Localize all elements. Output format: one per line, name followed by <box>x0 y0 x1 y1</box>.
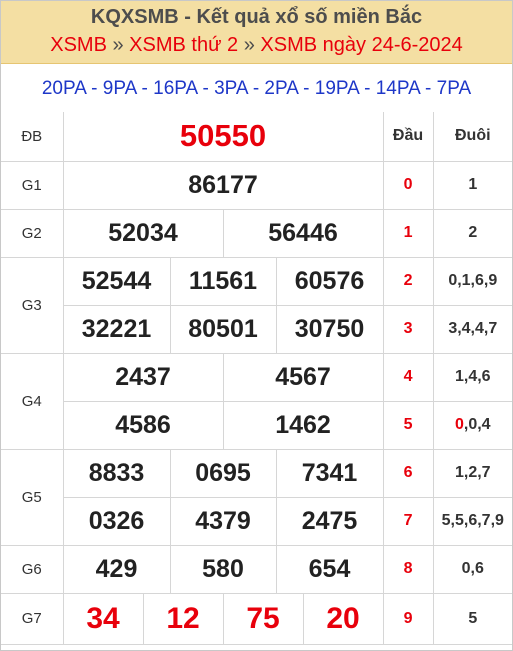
prize-number: 60576 <box>275 256 384 306</box>
prize-number: 32221 <box>63 304 171 354</box>
dau-header: Đầu <box>382 112 434 162</box>
table-row: G7 34 12 75 20 9 5 <box>1 592 512 645</box>
duoi-value: 5 <box>432 592 512 645</box>
code: 9PA <box>102 78 137 99</box>
result-header: KQXSMB - Kết quả xổ số miền Bắc XSMB » X… <box>1 1 512 63</box>
prize-number: 8833 <box>62 448 171 498</box>
table-row: G2 52034 56446 1 2 <box>1 208 512 258</box>
code: 14PA <box>375 78 420 99</box>
duoi-value: 3,4,4,7 <box>432 304 512 354</box>
prize-number-g7: 34 <box>62 592 144 645</box>
code: 7PA <box>436 78 472 99</box>
duoi-highlight: 0 <box>454 416 464 433</box>
duoi-value: 5,5,6,7,9 <box>432 496 512 546</box>
dau-value: 5 <box>382 400 434 450</box>
duoi-value: 0,1,6,9 <box>432 256 512 306</box>
duoi-value: 1,4,6 <box>432 352 512 402</box>
prize-label: G2 <box>1 208 64 258</box>
duoi-value: 1 <box>432 160 512 210</box>
prize-number: 86177 <box>62 160 384 210</box>
breadcrumb-link-date[interactable]: XSMB ngày 24-6-2024 <box>260 34 463 56</box>
dau-value: 0 <box>382 160 434 210</box>
prize-number: 654 <box>275 544 384 594</box>
prize-label: G4 <box>1 352 64 450</box>
prize-number: 4586 <box>63 400 224 450</box>
prize-label: G3 <box>1 256 64 354</box>
prize-number: 4567 <box>222 352 384 402</box>
prize-number: 1462 <box>222 400 384 450</box>
prize-number-g7: 75 <box>222 592 304 645</box>
prize-label: G5 <box>1 448 64 546</box>
dau-value: 8 <box>382 544 434 594</box>
code-separator: - <box>141 78 154 99</box>
prize-number: 429 <box>62 544 171 594</box>
code-separator: - <box>91 78 103 99</box>
code: 16PA <box>153 78 198 99</box>
dau-value: 9 <box>382 592 434 645</box>
duoi-value: 1,2,7 <box>432 448 512 498</box>
special-prize-number: 50550 <box>62 112 384 162</box>
prize-label: ĐB <box>1 112 64 162</box>
prize-number-g7: 12 <box>142 592 224 645</box>
prize-number: 52544 <box>62 256 171 306</box>
breadcrumb-separator: » <box>243 34 261 56</box>
dau-value: 7 <box>382 496 434 546</box>
prize-label: G1 <box>1 160 64 210</box>
prize-number: 2475 <box>275 496 384 546</box>
table-row: 0326 4379 2475 7 5,5,6,7,9 <box>1 496 512 546</box>
duoi-value: 2 <box>432 208 512 258</box>
prize-number-g7: 20 <box>302 592 384 645</box>
breadcrumb-separator: » <box>112 34 130 56</box>
duoi-header: Đuôi <box>432 112 512 162</box>
prize-number: 0326 <box>63 496 171 546</box>
duoi-value: 0,0,4 <box>432 400 512 450</box>
code-separator: - <box>425 78 437 99</box>
prize-number: 580 <box>169 544 277 594</box>
prize-number: 56446 <box>222 208 384 258</box>
dau-value: 1 <box>382 208 434 258</box>
prize-number: 52034 <box>62 208 224 258</box>
duoi-rest: ,0,4 <box>463 416 491 433</box>
table-row: ĐB 50550 Đầu Đuôi <box>1 112 512 162</box>
code-separator: - <box>252 78 265 99</box>
special-codes-row: 20PA - 9PA - 16PA - 3PA - 2PA - 19PA - 1… <box>1 63 512 113</box>
duoi-value: 0,6 <box>432 544 512 594</box>
prize-number: 30750 <box>275 304 384 354</box>
code: 2PA <box>264 78 298 99</box>
prize-label: G7 <box>1 592 64 645</box>
table-row: 32221 80501 30750 3 3,4,4,7 <box>1 304 512 354</box>
dau-value: 6 <box>382 448 434 498</box>
prize-number: 2437 <box>62 352 224 402</box>
code: 19PA <box>314 78 359 99</box>
breadcrumb-link-weekday[interactable]: XSMB thứ 2 <box>129 34 239 56</box>
table-row: G4 2437 4567 4 1,4,6 <box>1 352 512 450</box>
code: 20PA <box>41 78 86 99</box>
code-separator: - <box>364 78 376 99</box>
code: 3PA <box>214 78 248 99</box>
table-row: 4586 1462 5 0,0,4 <box>1 400 512 450</box>
prize-label: G6 <box>1 544 64 594</box>
dau-value: 3 <box>382 304 434 354</box>
table-row: G3 52544 11561 60576 2 0,1,6,9 <box>1 256 512 354</box>
prize-number: 80501 <box>169 304 277 354</box>
breadcrumb: XSMB » XSMB thứ 2 » XSMB ngày 24-6-2024 <box>1 31 512 61</box>
results-table: ĐB 50550 Đầu Đuôi G1 86177 0 1 G2 52034 … <box>1 112 512 645</box>
table-row: G5 8833 0695 7341 6 1,2,7 <box>1 448 512 546</box>
prize-number: 4379 <box>169 496 277 546</box>
prize-number: 11561 <box>169 256 277 306</box>
code-separator: - <box>303 78 315 99</box>
code-separator: - <box>202 78 215 99</box>
prize-number: 7341 <box>275 448 384 498</box>
page-title: KQXSMB - Kết quả xổ số miền Bắc <box>90 6 423 28</box>
breadcrumb-link-xsmb[interactable]: XSMB <box>50 34 107 56</box>
dau-value: 2 <box>382 256 434 306</box>
table-row: G6 429 580 654 8 0,6 <box>1 544 512 594</box>
table-row: G1 86177 0 1 <box>1 160 512 210</box>
dau-value: 4 <box>382 352 434 402</box>
prize-number: 0695 <box>169 448 277 498</box>
